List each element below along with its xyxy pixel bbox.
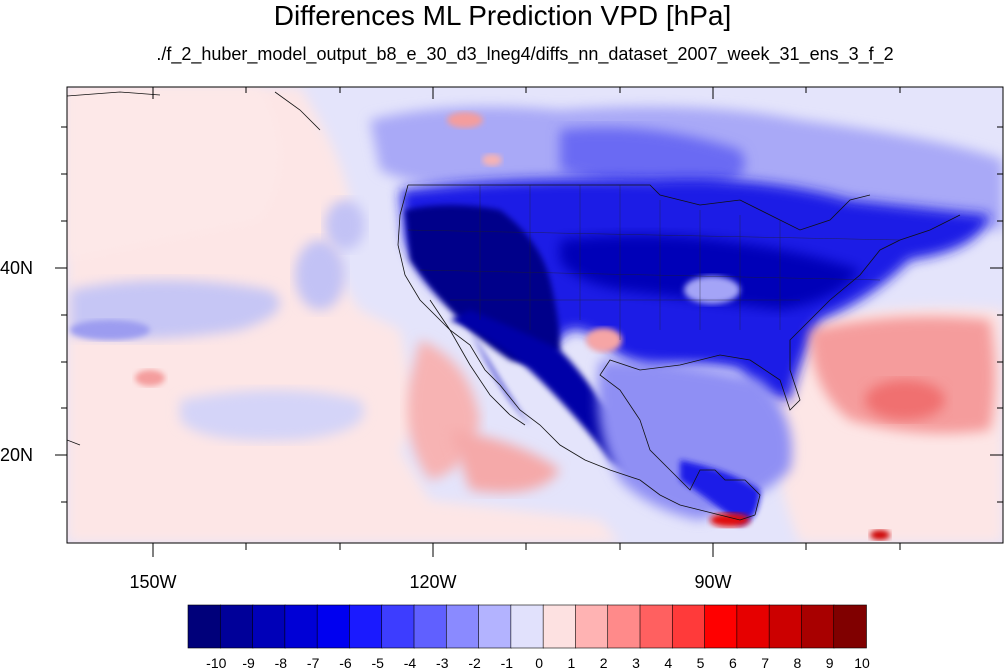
colorbar-swatch	[316, 604, 351, 649]
colorbar-tick-label: 10	[854, 655, 870, 671]
colorbar-swatch	[187, 604, 222, 649]
lat-label-40n: 40N	[0, 258, 34, 278]
colorbar-swatch	[349, 604, 383, 649]
colorbar-tick-label: 5	[696, 655, 705, 671]
colorbar-swatch	[768, 604, 803, 649]
colorbar-tick-label: -4	[403, 655, 417, 671]
colorbar-swatch	[413, 604, 448, 649]
colorbar-tick-label: 3	[632, 655, 640, 671]
colorbar-swatch	[801, 604, 835, 649]
colorbar-swatch	[445, 604, 480, 649]
lon-label-150w: 150W	[129, 572, 177, 592]
axis-ticks	[55, 87, 1003, 557]
lat-label-20n: 20N	[0, 445, 34, 465]
colorbar-tick-label: -1	[500, 655, 514, 671]
colorbar-tick-label: -7	[306, 655, 320, 671]
coastline	[67, 91, 961, 521]
colorbar-swatch	[671, 604, 706, 649]
colorbar-tick-label: 0	[535, 655, 544, 671]
colorbar-swatch	[219, 604, 254, 649]
colorbar-tick-label: -5	[371, 655, 384, 671]
colorbar-tick-label: 2	[599, 655, 608, 671]
lon-label-90w: 90W	[694, 572, 732, 592]
colorbar-tick-label: -9	[242, 655, 255, 671]
colorbar-tick-label: -3	[436, 655, 449, 671]
colorbar-tick-label: -6	[339, 655, 352, 671]
colorbar-swatch	[381, 604, 415, 649]
map-title: Differences ML Prediction VPD [hPa]	[273, 0, 732, 31]
colorbar	[187, 604, 867, 649]
colorbar-tick-label: -2	[468, 655, 481, 671]
colorbar-swatch	[833, 604, 867, 649]
vpd-difference-field	[67, 87, 1003, 543]
colorbar-swatch	[607, 604, 641, 649]
colorbar-swatch	[704, 604, 738, 649]
colorbar-tick-label: 7	[761, 655, 770, 671]
colorbar-swatch	[736, 604, 770, 649]
colorbar-tick-label: 8	[793, 655, 802, 671]
colorbar-swatch	[542, 604, 577, 649]
colorbar-tick-label: 1	[567, 655, 576, 671]
colorbar-swatch	[252, 604, 286, 649]
colorbar-tick-label: -8	[274, 655, 288, 671]
state-borders	[407, 185, 901, 340]
colorbar-swatch	[639, 604, 674, 649]
colorbar-swatch	[575, 604, 609, 649]
colorbar-tick-label: 9	[825, 655, 834, 671]
lon-label-120w: 120W	[409, 572, 457, 592]
map-subtitle: ./f_2_huber_model_output_b8_e_30_d3_lneg…	[156, 44, 894, 64]
colorbar-swatch	[510, 604, 544, 649]
colorbar-tick-label: 6	[728, 655, 737, 671]
colorbar-tick-label: 4	[664, 655, 673, 671]
colorbar-swatch	[478, 604, 512, 649]
colorbar-tick-label: -10	[206, 655, 227, 671]
colorbar-swatch	[284, 604, 318, 649]
